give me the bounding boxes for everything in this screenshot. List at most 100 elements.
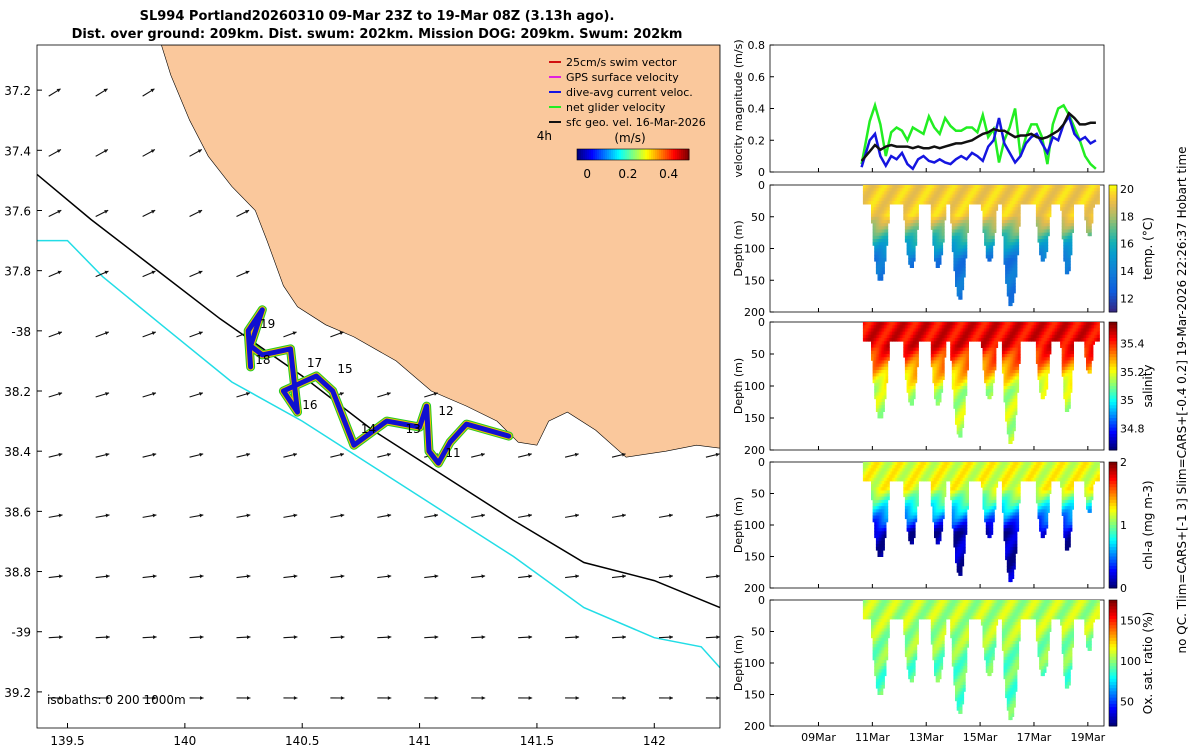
heatmap-cell (1006, 185, 1010, 189)
heatmap-cell (984, 216, 987, 221)
heatmap-cell (985, 216, 989, 221)
heatmap-cell (1010, 418, 1013, 422)
heatmap-cell (1008, 277, 1011, 281)
heatmap-cell (1006, 354, 1010, 358)
heatmap-cell (1010, 389, 1013, 393)
heatmap-cell (938, 322, 942, 326)
heatmap-cell (909, 376, 913, 380)
heatmap-cell (953, 360, 956, 364)
heatmap-cell (961, 219, 965, 224)
heatmap-cell (892, 328, 895, 332)
heatmap-cell (955, 213, 958, 218)
heatmap-cell (904, 344, 908, 348)
heatmap-cell (1090, 213, 1094, 218)
heatmap-cell (1003, 219, 1007, 224)
heatmap-cell (953, 191, 956, 195)
map-x-axis: 139.5 140 140.5 141 141.5 142 (50, 723, 666, 748)
heatmap-cell (935, 232, 939, 237)
heatmap-cell (1064, 392, 1068, 396)
heatmap-cell (879, 219, 882, 224)
heatmap-cell (1064, 350, 1068, 355)
heatmap-cell (1001, 370, 1005, 374)
heatmap-cell (1008, 382, 1011, 387)
heatmap-cell (1003, 261, 1007, 265)
heatmap-cell (879, 322, 882, 326)
heatmap-cell (943, 191, 947, 195)
heatmap-cell (887, 197, 890, 202)
heatmap-cell (961, 334, 965, 339)
heatmap-cell (1045, 194, 1049, 199)
heatmap-cell (1011, 251, 1015, 256)
heatmap-cell (977, 185, 981, 189)
heatmap-cell (1047, 363, 1050, 368)
colorbar-cell (619, 149, 622, 160)
heatmap-cell (1087, 210, 1091, 214)
heatmap-cell (872, 350, 876, 355)
heatmap-cell (1064, 386, 1068, 390)
heatmap-cell (940, 235, 944, 240)
heatmap-cell (982, 213, 986, 218)
heatmap-cell (887, 331, 890, 336)
heatmap-cell (885, 239, 889, 243)
heatmap-cell (937, 219, 940, 224)
heatmap-cell (917, 200, 921, 205)
heatmap-cell (1071, 188, 1074, 192)
heatmap-cell (935, 354, 939, 358)
heatmap-cell (911, 204, 914, 208)
heatmap-cell (958, 251, 961, 256)
heatmap-cell (1016, 242, 1020, 246)
heatmap-cell (864, 334, 868, 339)
heatmap-cell (882, 239, 885, 243)
heatmap-cell (963, 264, 966, 268)
heatmap-cell (930, 338, 934, 342)
heatmap-cell (908, 188, 911, 192)
heatmap-cell (1042, 191, 1045, 195)
heatmap-cell (1006, 334, 1010, 339)
heatmap-cell (1045, 235, 1049, 240)
heatmap-cell (934, 328, 937, 332)
heatmap-cell (882, 188, 885, 192)
heatmap-cell (1011, 421, 1015, 425)
heatmap-cell (937, 331, 940, 336)
heatmap-cell (938, 370, 942, 374)
heatmap-cell (1011, 392, 1015, 396)
heatmap-cell (932, 379, 935, 384)
heatmap-cell (958, 363, 961, 368)
heatmap-cell (989, 194, 992, 199)
heatmap-cell (1006, 261, 1010, 265)
heatmap-cell (1037, 325, 1041, 329)
heatmap-cell (871, 334, 874, 339)
heatmap-cell (882, 204, 885, 208)
heatmap-cell (1018, 341, 1021, 345)
heatmap-cell (985, 232, 989, 237)
heatmap-cell (947, 328, 950, 332)
heatmap-cell (898, 197, 902, 202)
heatmap-cell (990, 210, 994, 214)
heatmap-cell (1064, 325, 1068, 329)
heatmap-cell (1029, 188, 1032, 192)
heatmap-cell (1021, 191, 1024, 195)
heatmap-cell (1026, 325, 1029, 329)
heatmap-cell (1006, 277, 1010, 281)
heatmap-cell (930, 357, 934, 361)
heatmap-cell (1056, 185, 1060, 189)
heatmap-cell (908, 395, 911, 400)
heatmap-cell (1052, 200, 1055, 205)
heatmap-cell (871, 344, 874, 348)
heatmap-cell (1011, 376, 1015, 380)
heatmap-cell (877, 213, 881, 218)
heatmap-cell (882, 270, 885, 275)
heatmap-cell (1089, 197, 1092, 202)
heatmap-cell (951, 207, 955, 211)
heatmap-cell (1040, 248, 1044, 253)
heatmap-cell (1039, 232, 1042, 237)
heatmap-cell (1089, 207, 1092, 211)
heatmap-cell (935, 248, 939, 253)
heatmap-cell (1011, 270, 1015, 275)
heatmap-cell (987, 334, 990, 339)
heatmap-cell (887, 347, 890, 352)
heatmap-cell (1037, 239, 1041, 243)
heatmap-cell (1001, 363, 1005, 368)
heatmap-cell (874, 341, 877, 345)
